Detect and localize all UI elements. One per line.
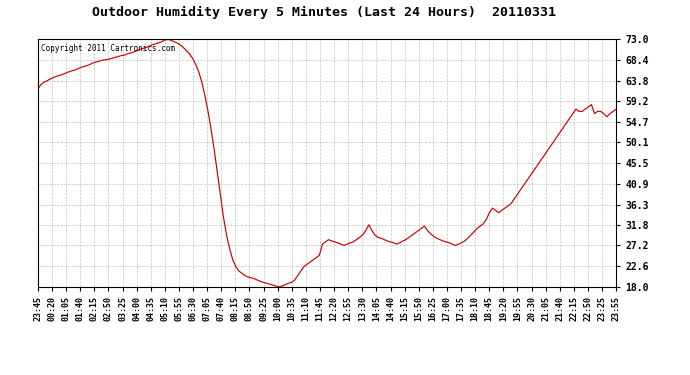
Text: Outdoor Humidity Every 5 Minutes (Last 24 Hours)  20110331: Outdoor Humidity Every 5 Minutes (Last 2… bbox=[92, 6, 556, 19]
Text: Copyright 2011 Cartronics.com: Copyright 2011 Cartronics.com bbox=[41, 44, 175, 53]
